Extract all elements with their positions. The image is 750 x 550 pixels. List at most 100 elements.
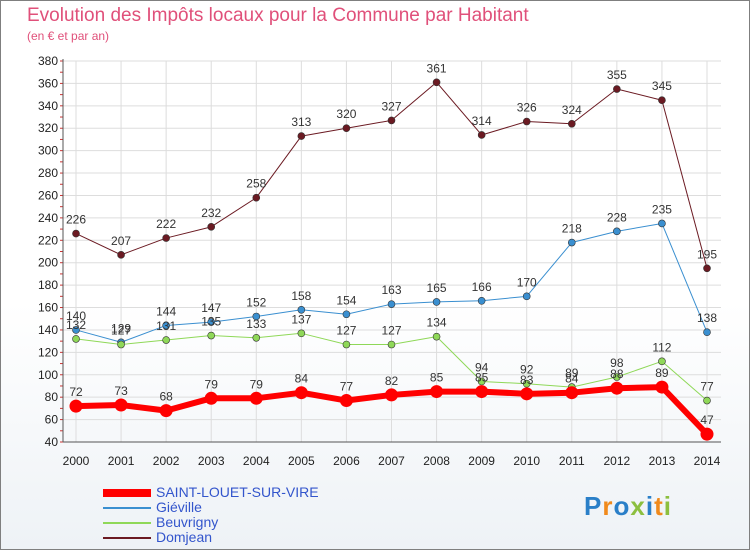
data-label: 154 <box>336 293 356 307</box>
data-label: 135 <box>201 315 221 329</box>
data-label: 232 <box>201 206 221 220</box>
axes: 40 60 80 100 120 140 160 180 200 220 240 260 280 300 3… <box>38 54 721 468</box>
y-tick-label: 120 <box>38 345 58 359</box>
data-label: 73 <box>114 384 128 398</box>
data-label: 327 <box>381 99 401 113</box>
legend-swatch <box>103 537 151 539</box>
data-label: 77 <box>700 380 714 394</box>
data-labels: 226 207 222 232 258 313 320 327 361 314 326 324 355 3… <box>66 61 717 427</box>
y-tick-label: 360 <box>38 76 58 90</box>
legend-label: SAINT-LOUET-SUR-VIRE <box>156 484 319 500</box>
data-point <box>658 357 666 366</box>
data-point <box>162 321 170 330</box>
data-point <box>117 340 125 349</box>
data-label: 226 <box>66 213 86 227</box>
data-label: 147 <box>201 301 221 315</box>
data-point <box>655 380 669 394</box>
x-tick-label: 2003 <box>198 454 225 468</box>
data-point <box>432 298 441 306</box>
data-label: 47 <box>700 413 714 427</box>
data-point <box>207 223 216 231</box>
data-point <box>162 234 170 242</box>
data-point <box>613 85 621 93</box>
data-point <box>430 385 444 399</box>
legend-swatch <box>103 507 151 509</box>
data-point <box>162 336 170 344</box>
data-point <box>294 386 308 400</box>
data-label: 140 <box>66 309 86 323</box>
y-tick-label: 140 <box>38 323 58 337</box>
data-label: 127 <box>336 324 356 338</box>
data-label: 218 <box>562 222 582 236</box>
data-label: 84 <box>565 372 579 386</box>
data-label: 137 <box>291 312 311 326</box>
data-point <box>658 96 666 105</box>
data-label: 132 <box>66 318 86 332</box>
data-label: 313 <box>291 115 311 129</box>
x-tick-label: 2004 <box>243 454 270 468</box>
data-point <box>207 318 216 326</box>
data-point <box>207 331 216 340</box>
data-label: 98 <box>610 356 624 370</box>
data-label: 127 <box>381 324 401 338</box>
data-point <box>387 116 396 125</box>
x-tick-label: 2006 <box>333 454 360 468</box>
data-label: 85 <box>475 371 489 385</box>
y-tick-label: 320 <box>38 121 58 135</box>
data-label: 88 <box>610 367 624 381</box>
data-point <box>477 377 486 386</box>
data-label: 138 <box>697 311 717 325</box>
y-tick-label: 240 <box>38 211 58 225</box>
data-label: 326 <box>517 101 537 115</box>
data-label: 89 <box>655 366 669 380</box>
data-point <box>477 131 486 139</box>
data-point <box>387 340 396 349</box>
data-label: 82 <box>385 374 399 388</box>
data-label: 345 <box>652 79 672 93</box>
data-point <box>297 329 306 338</box>
data-label: 361 <box>427 61 447 75</box>
data-label: 94 <box>475 360 489 374</box>
data-label: 170 <box>517 275 537 289</box>
data-point <box>114 398 128 412</box>
data-point <box>700 427 714 441</box>
data-label: 83 <box>520 373 534 387</box>
data-point <box>565 386 579 400</box>
data-point <box>522 379 531 388</box>
y-tick-label: 80 <box>45 390 59 404</box>
x-tick-label: 2001 <box>108 454 135 468</box>
data-point <box>159 404 173 418</box>
data-point <box>432 332 441 341</box>
data-label: 314 <box>472 114 492 128</box>
data-label: 163 <box>381 283 401 297</box>
y-tick-label: 100 <box>38 368 58 382</box>
y-tick-label: 60 <box>45 413 59 427</box>
data-label: 195 <box>697 247 717 261</box>
x-tick-label: 2000 <box>63 454 90 468</box>
data-label: 134 <box>427 316 447 330</box>
data-label: 77 <box>340 380 354 394</box>
legend-label: Beuvrigny <box>156 514 219 530</box>
data-point <box>522 117 531 126</box>
data-point <box>432 78 441 87</box>
x-tick-label: 2002 <box>153 454 180 468</box>
data-point <box>72 326 80 334</box>
x-tick-label: 2011 <box>559 454 585 468</box>
data-label: 68 <box>159 390 173 404</box>
data-label: 235 <box>652 202 672 216</box>
data-point <box>252 333 261 342</box>
data-point <box>297 305 306 314</box>
data-label: 152 <box>246 295 266 309</box>
y-tick-label: 40 <box>45 435 59 449</box>
data-label: 129 <box>111 321 131 335</box>
x-tick-label: 2007 <box>378 454 405 468</box>
data-point <box>72 229 80 238</box>
x-tick-label: 2008 <box>423 454 450 468</box>
y-tick-label: 260 <box>38 188 58 202</box>
data-label: 222 <box>156 217 176 231</box>
data-label: 89 <box>565 366 579 380</box>
proxiti-logo: Proxiti <box>584 491 672 521</box>
data-label: 355 <box>607 68 627 82</box>
data-point <box>339 394 353 408</box>
